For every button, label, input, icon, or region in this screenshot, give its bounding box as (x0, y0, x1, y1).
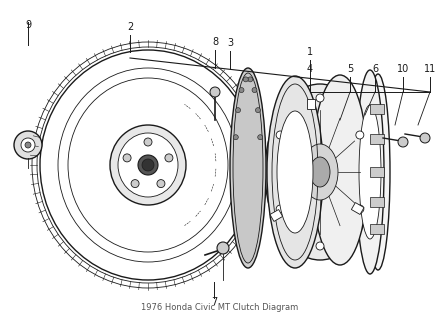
Text: 1: 1 (307, 47, 313, 57)
Text: 5: 5 (347, 64, 353, 74)
Circle shape (256, 108, 260, 113)
Bar (370, 167, 384, 177)
Ellipse shape (356, 70, 384, 274)
Circle shape (316, 242, 324, 250)
Ellipse shape (366, 74, 390, 270)
Circle shape (217, 242, 229, 254)
Bar (307, 99, 315, 109)
Circle shape (138, 155, 158, 175)
Text: 7: 7 (211, 297, 217, 307)
Ellipse shape (40, 50, 256, 280)
Bar (370, 197, 384, 207)
Text: 1976 Honda Civic MT Clutch Diagram: 1976 Honda Civic MT Clutch Diagram (141, 303, 299, 312)
Ellipse shape (265, 84, 375, 260)
Ellipse shape (233, 73, 263, 263)
Text: 4: 4 (307, 64, 313, 74)
Circle shape (165, 154, 173, 162)
Text: 10: 10 (397, 64, 409, 74)
Circle shape (356, 205, 364, 213)
Bar (370, 224, 384, 234)
Ellipse shape (267, 76, 323, 268)
Ellipse shape (359, 105, 381, 239)
Circle shape (356, 131, 364, 139)
Circle shape (25, 142, 31, 148)
Circle shape (235, 108, 241, 113)
Circle shape (252, 88, 257, 92)
Circle shape (239, 88, 244, 92)
Bar (370, 134, 384, 144)
Ellipse shape (230, 68, 266, 268)
Ellipse shape (110, 125, 186, 205)
Bar (370, 104, 384, 114)
Bar (352, 203, 364, 214)
Text: 6: 6 (372, 64, 378, 74)
Circle shape (258, 135, 263, 140)
Text: 2: 2 (127, 22, 133, 32)
Circle shape (144, 138, 152, 146)
Circle shape (398, 137, 408, 147)
Circle shape (243, 77, 248, 82)
Text: 3: 3 (227, 38, 233, 48)
Circle shape (276, 205, 284, 213)
Ellipse shape (302, 144, 338, 200)
Text: 11: 11 (424, 64, 436, 74)
Ellipse shape (277, 111, 313, 233)
Ellipse shape (312, 75, 368, 265)
Circle shape (210, 87, 220, 97)
Circle shape (142, 159, 154, 171)
Ellipse shape (310, 157, 330, 187)
Circle shape (131, 180, 139, 188)
Circle shape (316, 94, 324, 102)
Text: 8: 8 (212, 36, 218, 47)
Circle shape (420, 133, 430, 143)
Circle shape (123, 154, 131, 162)
Circle shape (276, 131, 284, 139)
Ellipse shape (118, 133, 178, 197)
Circle shape (14, 131, 42, 159)
Circle shape (157, 180, 165, 188)
Text: 9: 9 (25, 20, 31, 30)
Bar (270, 210, 282, 221)
Circle shape (21, 138, 35, 152)
Circle shape (233, 135, 238, 140)
Circle shape (248, 77, 253, 82)
